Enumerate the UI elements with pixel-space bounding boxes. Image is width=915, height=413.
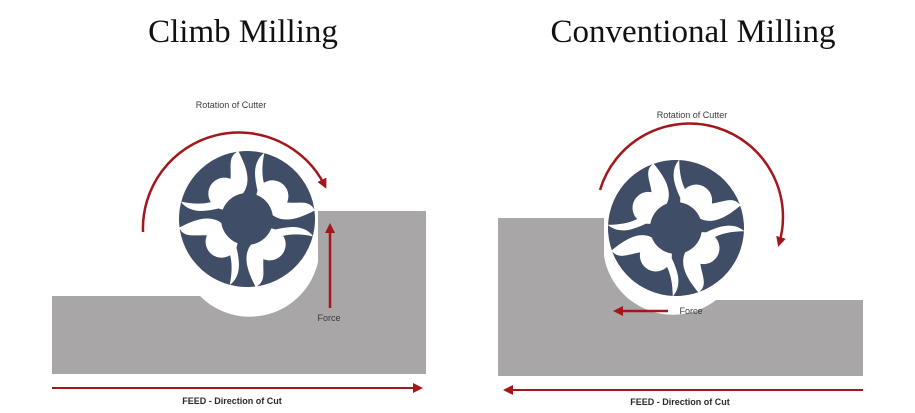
conventional-milling-diagram: Rotation of Cutter Force FEED - Directio… xyxy=(498,110,863,407)
feed-label-conventional: FEED - Direction of Cut xyxy=(630,397,730,407)
climb-milling-diagram: Rotation of Cutter Force FEED - Directio… xyxy=(52,100,426,406)
conventional-milling-title: Conventional Milling xyxy=(550,14,836,50)
workpiece-climb xyxy=(52,211,426,374)
rotation-arrow-conventional xyxy=(598,122,786,247)
rotation-label-conventional: Rotation of Cutter xyxy=(657,110,728,120)
rotation-arrow-climb xyxy=(141,131,327,233)
climb-milling-panel: Climb Milling xyxy=(148,14,338,50)
force-label-conventional: Force xyxy=(679,306,702,316)
feed-label-climb: FEED - Direction of Cut xyxy=(182,396,282,406)
rotation-label-climb: Rotation of Cutter xyxy=(196,100,267,110)
climb-milling-title: Climb Milling xyxy=(148,14,338,50)
force-label-climb: Force xyxy=(317,313,340,323)
workpiece-conventional xyxy=(498,218,863,376)
conventional-milling-panel: Conventional Milling xyxy=(458,0,915,413)
